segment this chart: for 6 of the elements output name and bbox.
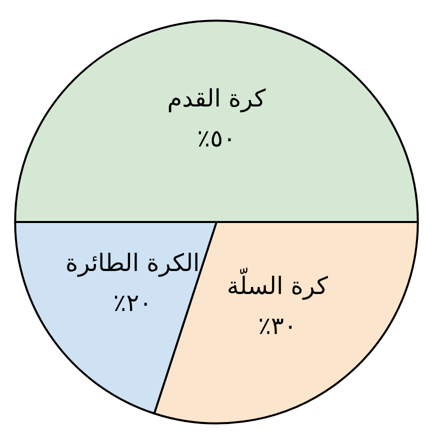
data-label: ٪٣٠ xyxy=(258,312,297,340)
slice-label: الكرة الطائرة xyxy=(66,248,200,277)
data-label: ٪٥٠ xyxy=(197,124,236,152)
slice-label: كرة القدم xyxy=(167,84,266,112)
data-label: ٪٢٠ xyxy=(113,288,152,317)
slice-label: كرة السلّة xyxy=(226,268,329,300)
